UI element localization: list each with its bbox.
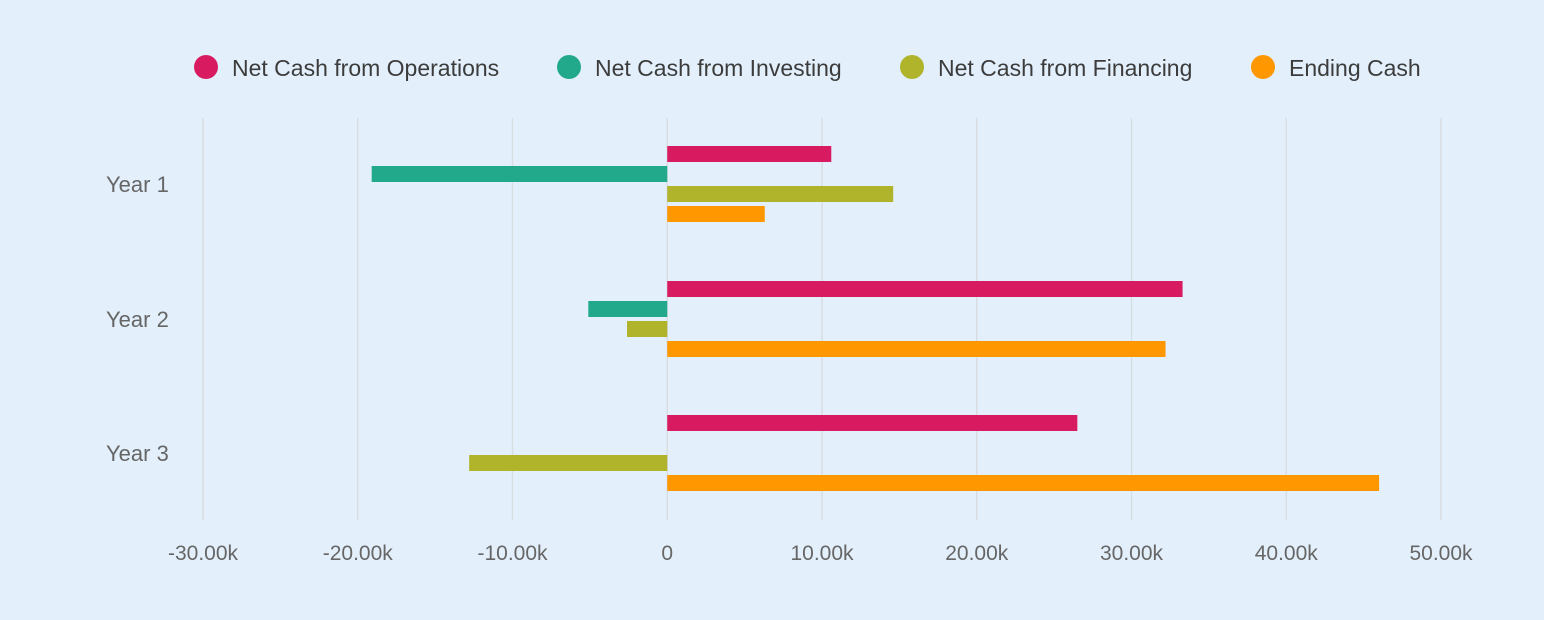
legend-label: Net Cash from Operations: [232, 55, 499, 81]
gridlines: [202, 118, 1442, 520]
x-tick-label: -30.00k: [168, 542, 239, 565]
category-label-year-1: Year 1: [106, 172, 169, 197]
x-tick-label: 10.00k: [790, 542, 854, 565]
bar-year-3-net-cash-from-financing: [469, 455, 668, 471]
legend-item-net-cash-from-investing[interactable]: Net Cash from Investing: [557, 55, 842, 81]
legend-item-net-cash-from-financing[interactable]: Net Cash from Financing: [900, 55, 1192, 81]
legend-label: Ending Cash: [1289, 55, 1421, 81]
bar-year-2-net-cash-from-financing: [627, 321, 668, 337]
bar-year-2-net-cash-from-operations: [667, 281, 1183, 297]
x-tick-label: -20.00k: [323, 542, 394, 565]
legend-item-net-cash-from-operations[interactable]: Net Cash from Operations: [194, 55, 499, 81]
bar-year-1-net-cash-from-financing: [667, 186, 894, 202]
bar-year-2-net-cash-from-investing: [588, 301, 668, 317]
x-tick-label: 0: [661, 542, 673, 565]
x-tick-label: 50.00k: [1409, 542, 1473, 565]
bars: [371, 146, 1380, 491]
category-labels: Year 1 Year 2 Year 3: [106, 172, 169, 466]
bar-year-1-net-cash-from-investing: [371, 166, 668, 182]
x-tick-label: 30.00k: [1100, 542, 1164, 565]
bar-year-1-net-cash-from-operations: [667, 146, 832, 162]
bar-year-1-ending-cash: [667, 206, 765, 222]
legend-label: Net Cash from Investing: [595, 55, 842, 81]
legend-label: Net Cash from Financing: [938, 55, 1192, 81]
x-tick-label: 40.00k: [1255, 542, 1319, 565]
legend-item-ending-cash[interactable]: Ending Cash: [1251, 55, 1421, 81]
x-axis-tick-labels: -30.00k -20.00k -10.00k 0 10.00k 20.00k 30.00k…: [168, 542, 1473, 565]
bar-year-2-ending-cash: [667, 341, 1166, 357]
legend-marker: [900, 55, 924, 79]
legend-marker: [194, 55, 218, 79]
legend-marker: [557, 55, 581, 79]
legend-marker: [1251, 55, 1275, 79]
legend: Net Cash from Operations Net Cash from In…: [194, 55, 1421, 81]
bar-year-3-net-cash-from-operations: [667, 415, 1078, 431]
bar-year-3-ending-cash: [667, 475, 1380, 491]
x-tick-label: -10.00k: [477, 542, 548, 565]
x-tick-label: 20.00k: [945, 542, 1009, 565]
category-label-year-2: Year 2: [106, 307, 169, 332]
category-label-year-3: Year 3: [106, 441, 169, 466]
